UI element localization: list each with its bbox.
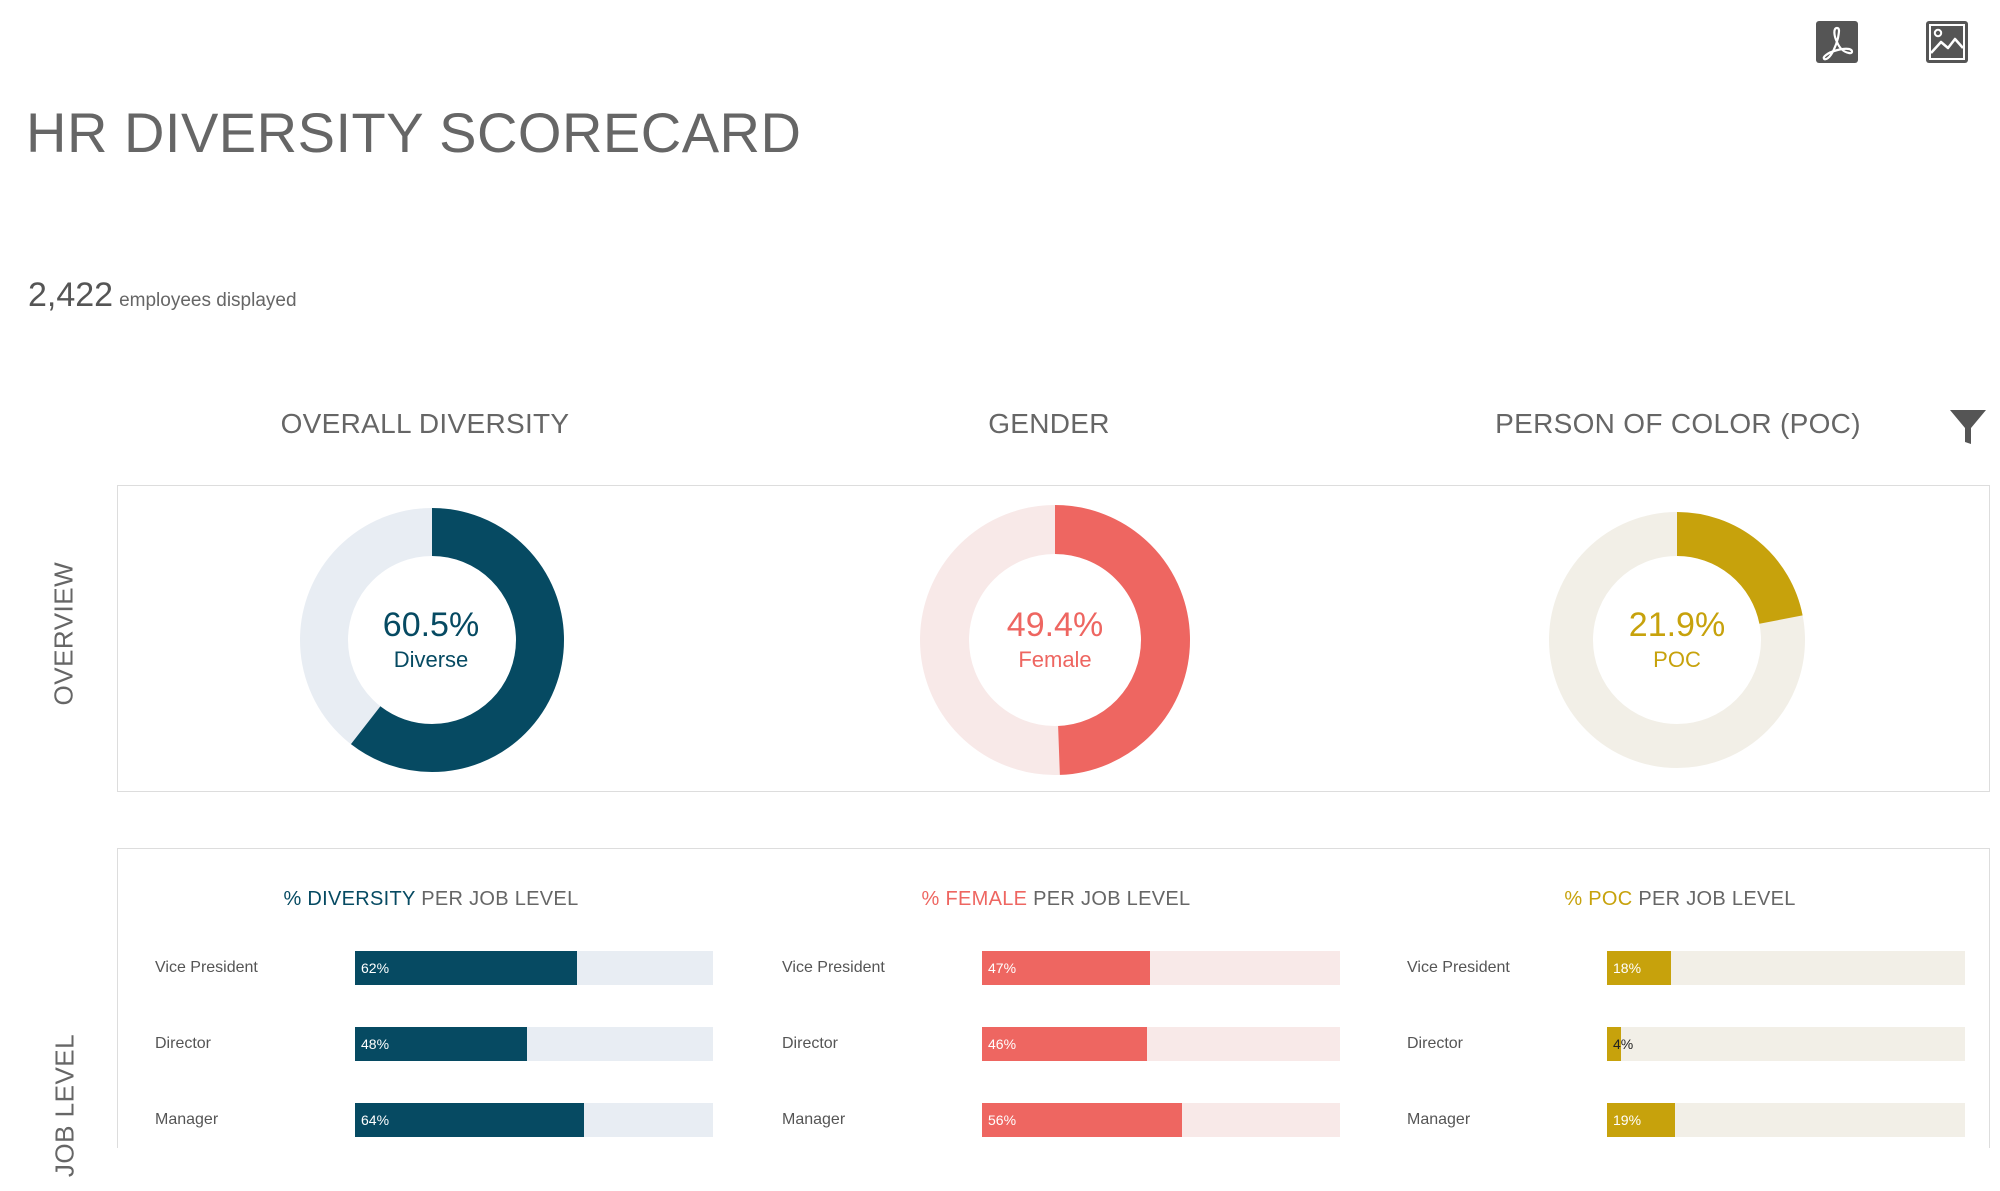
bar-track-female: 56%: [982, 1103, 1340, 1137]
bar-value-label: 47%: [988, 960, 1017, 976]
section-title-gender: GENDER: [988, 408, 1110, 439]
bar-diversity[interactable]: [355, 1027, 527, 1061]
donut-value-diversity: 60.5%: [382, 606, 480, 644]
bar-category-label: Director: [1407, 1035, 1464, 1052]
job-level-title-diversity-rest: PER JOB LEVEL: [415, 888, 579, 910]
job-level-title-poc-highlight: % POC: [1564, 888, 1633, 910]
bar-poc[interactable]: [1607, 1027, 1622, 1061]
export-pdf-button[interactable]: [1815, 20, 1859, 64]
job-level-title-female: % FEMALE PER JOB LEVEL: [836, 888, 1276, 911]
page-title: HR DIVERSITY SCORECARD: [26, 101, 802, 164]
employee-count-label: employees displayed: [119, 290, 297, 311]
job-level-title-diversity: % DIVERSITY PER JOB LEVEL: [211, 888, 651, 911]
donut-chart-diversity: [300, 508, 564, 772]
donut-label-gender: Female: [1018, 647, 1092, 672]
bar-track-diversity: 48%: [355, 1027, 713, 1061]
donut-segment-gender[interactable]: [920, 505, 1190, 775]
filter-button[interactable]: [1948, 406, 1988, 446]
section-title-poc: PERSON OF COLOR (POC): [1495, 408, 1861, 439]
bar-value-label: 62%: [361, 960, 390, 976]
bar-track-diversity: 62%: [355, 951, 713, 985]
bar-value-label: 18%: [1613, 960, 1642, 976]
donut-label-poc: POC: [1653, 647, 1701, 672]
bar-track-poc: 4%: [1607, 1027, 1965, 1061]
job-level-title-diversity-highlight: % DIVERSITY: [283, 888, 416, 910]
bar-track-diversity: 64%: [355, 1103, 713, 1137]
job-level-title-female-highlight: % FEMALE: [921, 888, 1028, 910]
bar-category-label: Director: [155, 1035, 212, 1052]
donut-value-gender: 49.4%: [1006, 606, 1104, 644]
bar-female[interactable]: [982, 1027, 1147, 1061]
bar-value-label: 46%: [988, 1036, 1017, 1052]
bar-category-label: Vice President: [782, 959, 885, 976]
employee-count: 2,422: [28, 276, 114, 314]
job-level-title-poc: % POC PER JOB LEVEL: [1460, 888, 1900, 911]
image-icon: [1926, 21, 1968, 63]
bar-value-label: 4%: [1613, 1036, 1634, 1052]
bar-track-poc: 19%: [1607, 1103, 1965, 1137]
donut-center-poc: 21.9% POC: [1557, 605, 1797, 675]
employee-count-summary: 2,422 employees displayed: [28, 276, 297, 315]
export-image-button[interactable]: [1925, 20, 1969, 64]
bar-category-label: Manager: [1407, 1111, 1471, 1128]
donut-value-poc: 21.9%: [1628, 606, 1726, 644]
pdf-icon: [1816, 21, 1858, 63]
bar-diversity[interactable]: [355, 1103, 585, 1137]
bar-value-label: 64%: [361, 1112, 390, 1128]
bar-category-label: Director: [782, 1035, 839, 1052]
donut-center-gender: 49.4% Female: [935, 605, 1175, 675]
bar-value-label: 19%: [1613, 1112, 1642, 1128]
row-label-overview: OVERVIEW: [48, 561, 79, 706]
filter-icon: [1950, 410, 1986, 444]
bar-value-label: 56%: [988, 1112, 1017, 1128]
bar-poc[interactable]: [1607, 951, 1672, 985]
bar-category-label: Manager: [782, 1111, 846, 1128]
job-level-panel: [117, 848, 1990, 1148]
donut-chart-poc: [1549, 512, 1805, 768]
bar-category-label: Manager: [155, 1111, 219, 1128]
donut-segment-diversity[interactable]: [300, 508, 564, 772]
bar-value-label: 48%: [361, 1036, 390, 1052]
row-label-job-level: JOB LEVEL: [49, 1033, 80, 1178]
bar-track-poc: 18%: [1607, 951, 1965, 985]
donut-center-diversity: 60.5% Diverse: [311, 605, 551, 675]
bar-diversity[interactable]: [355, 951, 577, 985]
bar-track-female: 47%: [982, 951, 1340, 985]
bar-track-female: 46%: [982, 1027, 1340, 1061]
section-title-overall-diversity: OVERALL DIVERSITY: [280, 408, 570, 439]
bar-category-label: Vice President: [155, 959, 258, 976]
job-level-title-poc-rest: PER JOB LEVEL: [1632, 888, 1796, 910]
job-level-title-female-rest: PER JOB LEVEL: [1027, 888, 1191, 910]
bar-category-label: Vice President: [1407, 959, 1510, 976]
donut-label-diversity: Diverse: [393, 647, 469, 672]
donut-chart-gender: [920, 505, 1190, 775]
bar-female[interactable]: [982, 951, 1151, 985]
donut-segment-poc[interactable]: [1549, 512, 1805, 768]
